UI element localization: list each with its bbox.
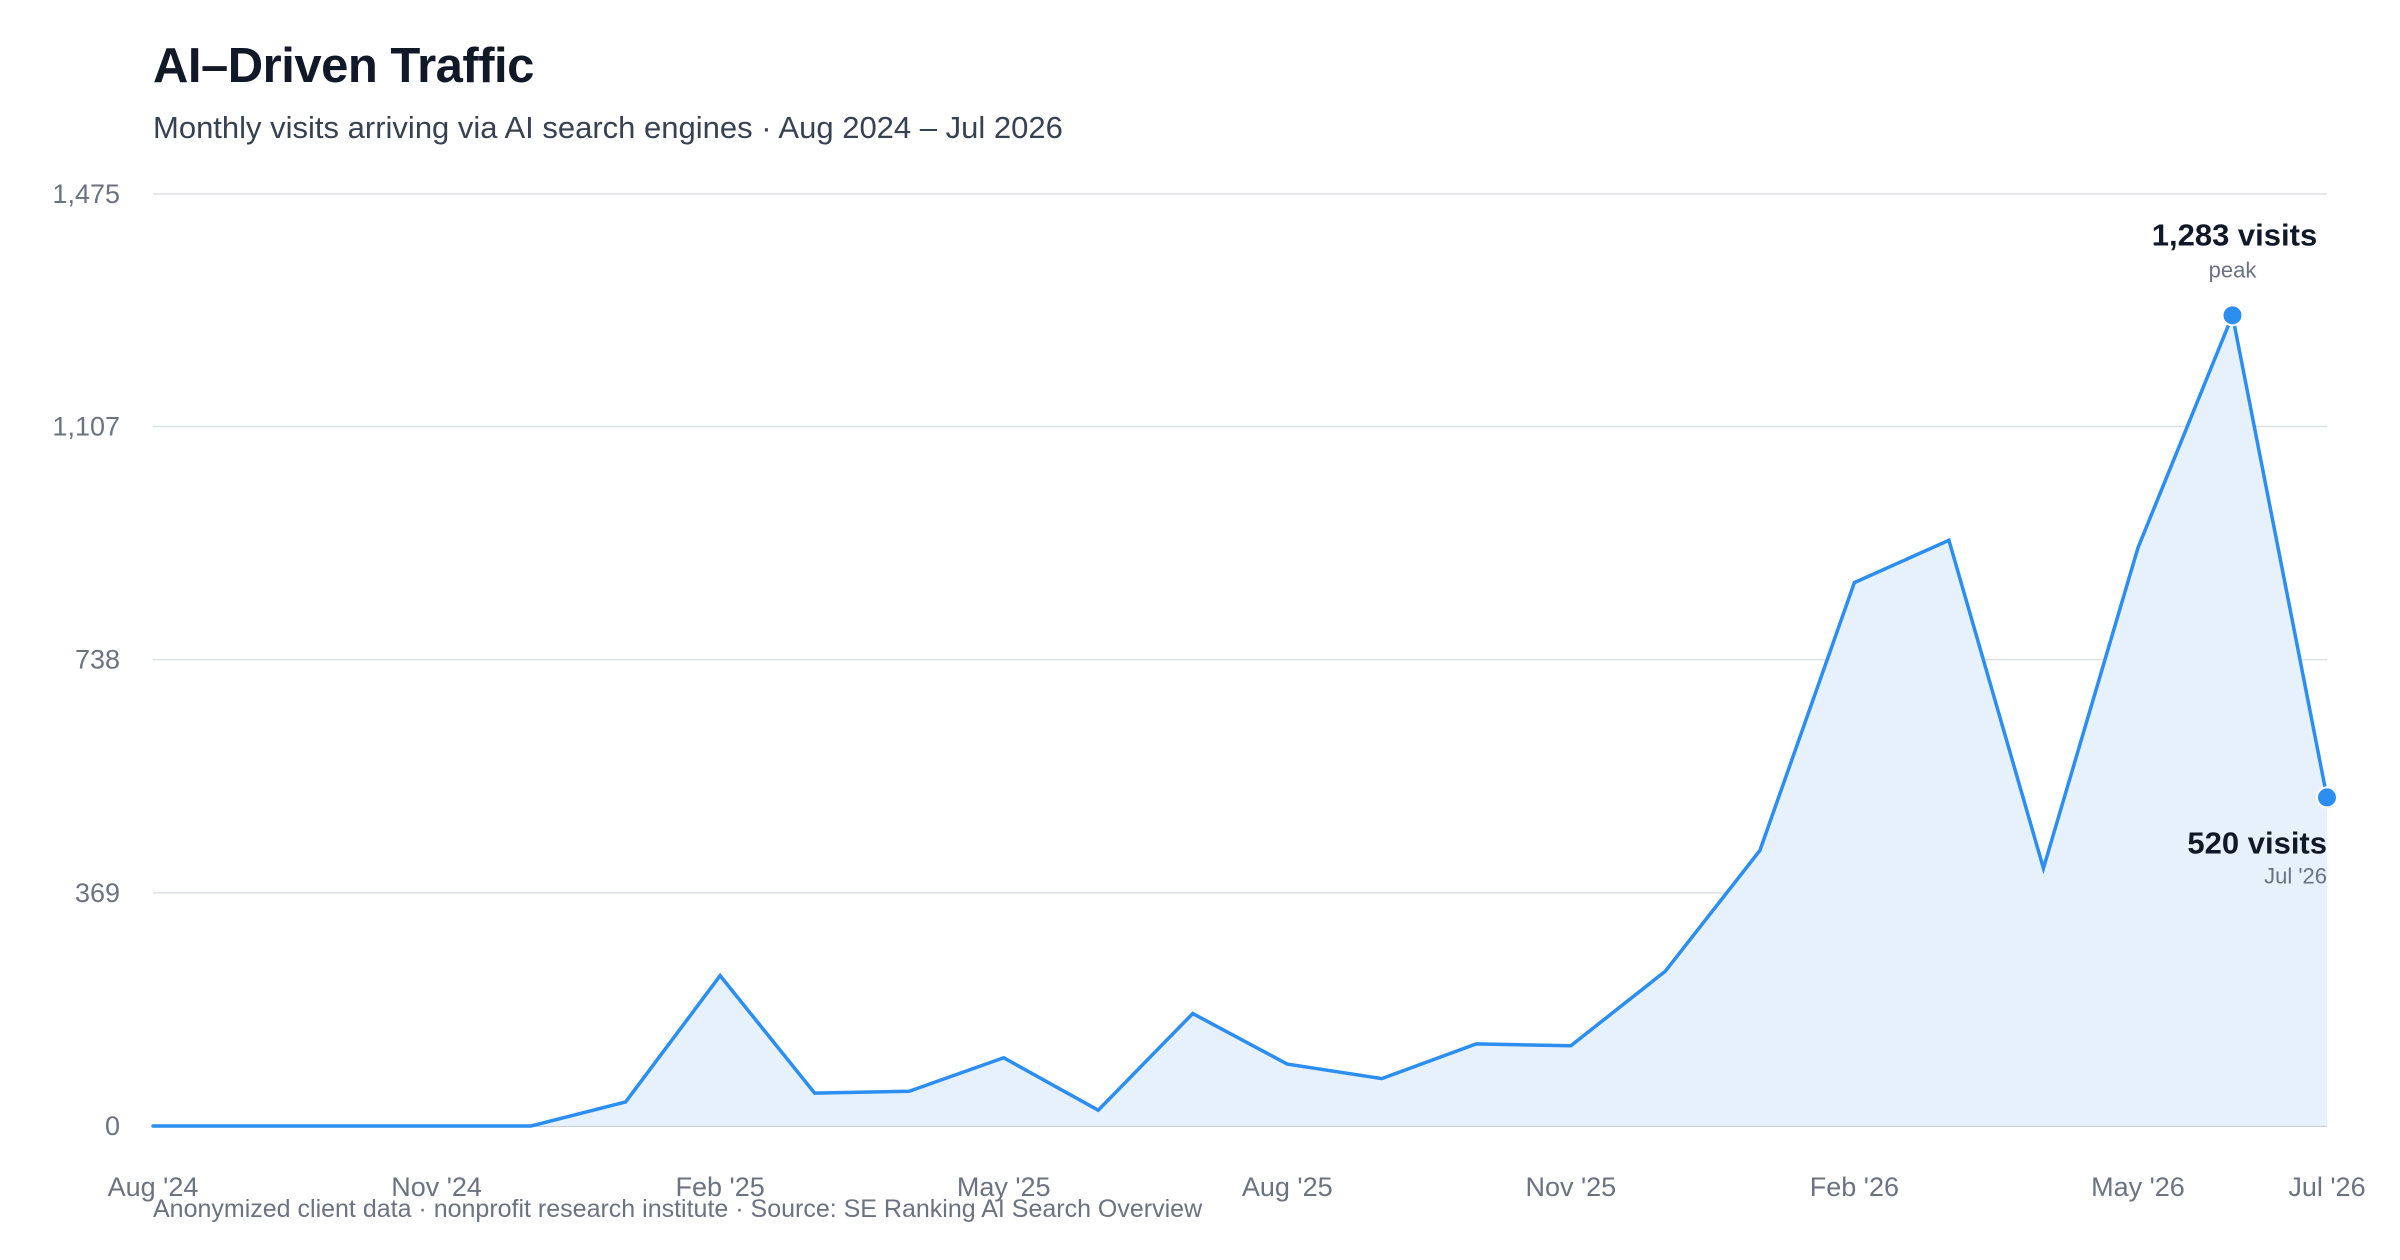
x-tick-label: Aug '24 [108, 1172, 199, 1202]
last-annotation-sublabel: Jul '26 [2264, 863, 2327, 888]
chart-title: AI–Driven Traffic [153, 39, 534, 93]
peak-annotation-label: 1,283 visits [2152, 217, 2317, 252]
x-tick-label: Feb '26 [1810, 1172, 1899, 1202]
y-tick-label: 738 [75, 645, 120, 675]
x-tick-label: Jul '26 [2288, 1172, 2365, 1202]
series-line-layer [151, 309, 2329, 1128]
x-tick-label: Feb '25 [676, 1172, 765, 1202]
peak-point-marker [2221, 304, 2244, 327]
x-tick-label: Nov '25 [1525, 1172, 1616, 1202]
peak-annotation-sublabel: peak [2209, 257, 2258, 282]
x-axis-labels: Aug '24 Nov '24 Feb '25 May '25 Aug '25 Nov '… [108, 1172, 2366, 1202]
chart-footer-source: Anonymized client data · nonprofit resea… [153, 1195, 1203, 1223]
chart-subtitle: Monthly visits arriving via AI search en… [153, 110, 1063, 145]
y-axis-labels: 0 369 738 1,107 1,475 [52, 179, 120, 1141]
series-area-fill [153, 315, 2327, 1126]
x-tick-label: Nov '24 [391, 1172, 482, 1202]
y-tick-label: 1,107 [52, 412, 120, 442]
y-tick-label: 1,475 [52, 179, 120, 209]
area-fill-layer [153, 315, 2327, 1126]
x-tick-label: May '26 [2091, 1172, 2185, 1202]
data-points [2221, 304, 2338, 809]
last-point-marker [2316, 786, 2338, 809]
series-line [151, 309, 2329, 1128]
y-tick-label: 0 [105, 1111, 120, 1141]
x-tick-label: May '25 [957, 1172, 1051, 1202]
annotations: 1,283 visits peak 520 visits Jul '26 [2152, 217, 2327, 888]
last-annotation-label: 520 visits [2187, 825, 2327, 860]
x-tick-label: Aug '25 [1242, 1172, 1333, 1202]
y-tick-label: 369 [75, 878, 120, 908]
